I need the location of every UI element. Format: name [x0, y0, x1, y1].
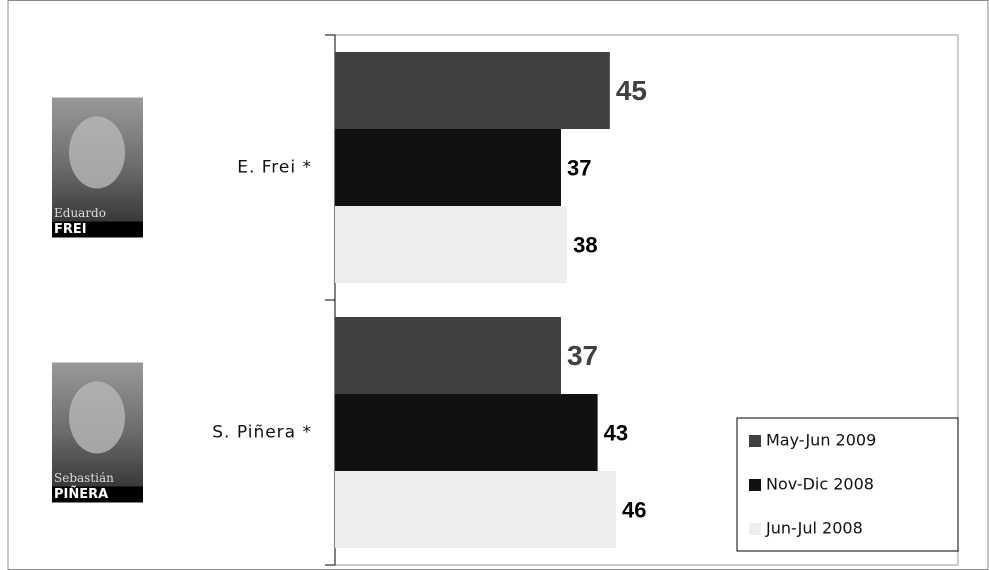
bar	[335, 471, 616, 548]
photo-first-name: Sebastián	[54, 471, 114, 485]
bar	[335, 317, 561, 394]
legend-box	[736, 417, 959, 552]
bar	[335, 206, 568, 283]
photo-last-name: FREI	[54, 222, 87, 237]
bar	[335, 394, 598, 471]
legend-swatch	[749, 479, 761, 491]
legend-swatch	[749, 523, 761, 535]
photo-caption-band	[52, 221, 143, 238]
bar	[335, 129, 561, 206]
legend-label: Jun-Jul 2008	[765, 519, 863, 538]
legend-swatch	[749, 435, 761, 447]
legend-label: May-Jun 2009	[766, 431, 876, 450]
photo-last-name: PIÑERA	[54, 486, 108, 502]
photo-face	[69, 381, 125, 454]
photo-first-name: Eduardo	[54, 206, 106, 220]
value-label: 37	[567, 340, 598, 371]
category-label: S. Piñera *	[212, 423, 312, 443]
photo-caption-band	[52, 486, 143, 503]
bar	[335, 52, 610, 129]
value-label: 43	[604, 420, 628, 445]
value-label: 37	[567, 155, 591, 180]
value-label: 45	[616, 75, 647, 106]
photo-face	[69, 116, 125, 189]
value-label: 38	[573, 232, 597, 257]
legend-label: Nov-Dic 2008	[766, 475, 874, 494]
category-label: E. Frei *	[237, 158, 312, 178]
value-label: 46	[622, 497, 646, 522]
